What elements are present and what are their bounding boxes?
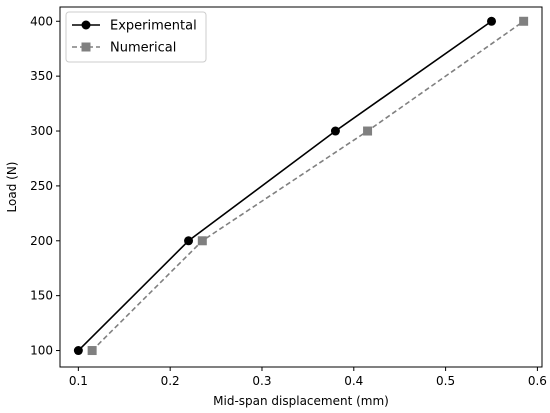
data-point-numerical (519, 16, 529, 26)
y-tick-label: 300 (30, 124, 53, 138)
legend-label-experimental: Experimental (110, 19, 197, 34)
x-axis-label: Mid-span displacement (mm) (213, 394, 389, 408)
y-axis-label: Load (N) (5, 162, 19, 213)
x-tick-label: 0.3 (252, 374, 271, 388)
y-tick-label: 400 (30, 14, 53, 28)
data-point-numerical (197, 236, 207, 246)
legend-label-numerical: Numerical (110, 41, 176, 56)
legend-marker-experimental (81, 20, 91, 30)
legend-item-experimental: Experimental (72, 19, 197, 34)
series-line-experimental (77, 20, 492, 352)
legend-item-numerical: Numerical (72, 41, 176, 56)
axes-frame (59, 6, 543, 368)
y-tick-label: 100 (30, 344, 53, 358)
x-tick-label: 0.6 (528, 374, 547, 388)
data-point-numerical (87, 346, 97, 356)
y-tick-label: 200 (30, 234, 53, 248)
y-tick-label: 250 (30, 179, 53, 193)
legend-marker-numerical (81, 42, 91, 52)
x-axis-ticks: 0.1 0.2 0.3 0.4 0.5 0.6 (69, 367, 547, 388)
plot-area (73, 16, 529, 356)
data-point-experimental (73, 346, 83, 356)
data-point-numerical (363, 126, 373, 136)
y-axis-ticks: 100 150 200 250 300 350 400 (30, 14, 60, 358)
x-tick-label: 0.2 (161, 374, 180, 388)
series-numerical (87, 16, 529, 356)
y-tick-label: 350 (30, 69, 53, 83)
y-tick-label: 150 (30, 289, 53, 303)
series-experimental (73, 16, 497, 356)
legend: Experimental Numerical (65, 11, 207, 63)
x-tick-label: 0.1 (69, 374, 88, 388)
x-tick-label: 0.4 (344, 374, 363, 388)
data-point-experimental (330, 126, 340, 136)
legend-box (65, 11, 207, 63)
data-point-experimental (184, 236, 194, 246)
series-line-numerical (91, 20, 525, 352)
data-point-experimental (487, 16, 497, 26)
x-tick-label: 0.5 (436, 374, 455, 388)
